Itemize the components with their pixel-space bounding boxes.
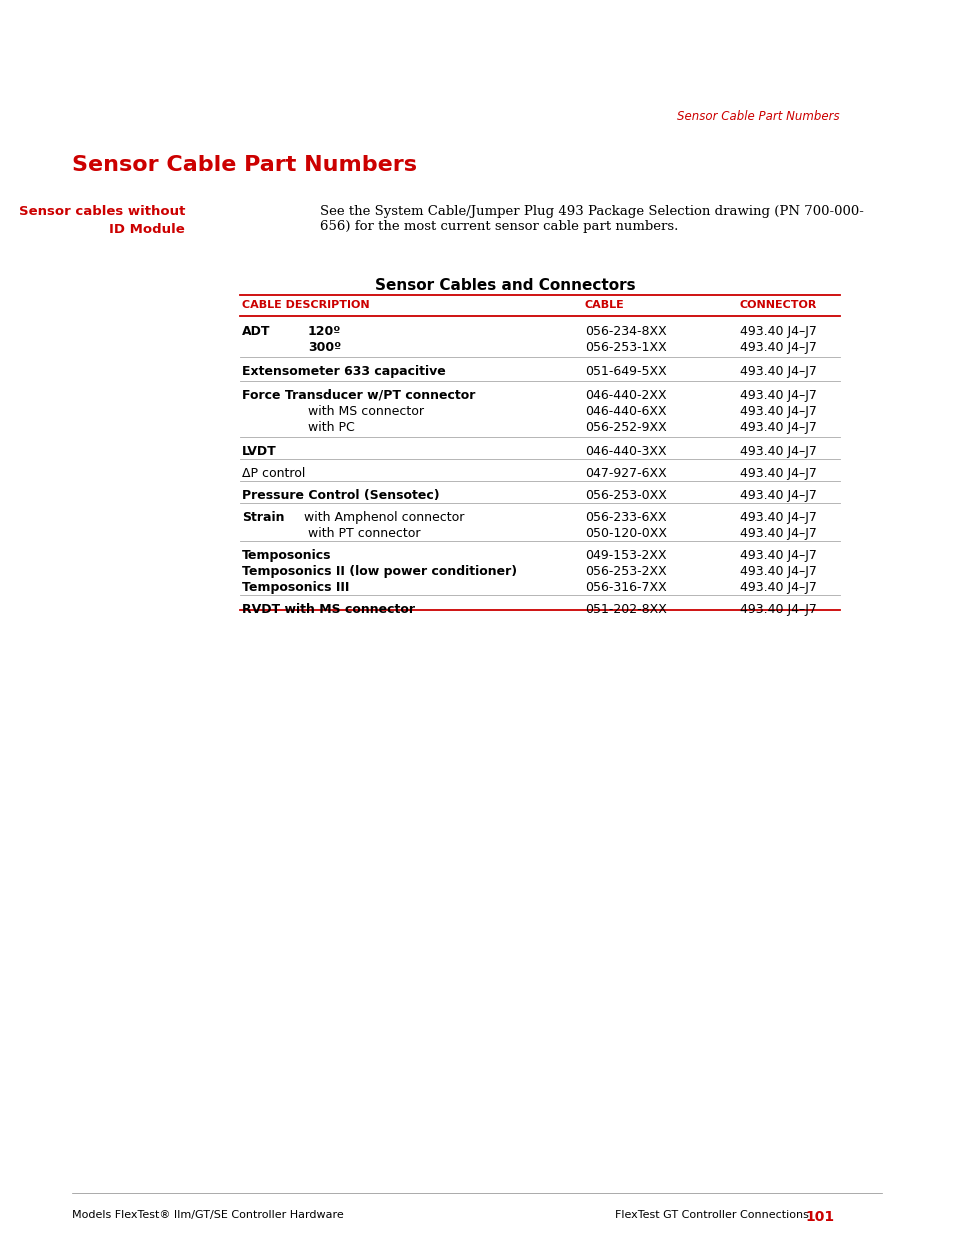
Text: 056-234-8XX: 056-234-8XX: [584, 325, 666, 338]
Text: 051-649-5XX: 051-649-5XX: [584, 366, 666, 378]
Text: ΔP control: ΔP control: [242, 467, 305, 480]
Text: 049-153-2XX: 049-153-2XX: [584, 550, 666, 562]
Text: 101: 101: [804, 1210, 833, 1224]
Text: 046-440-6XX: 046-440-6XX: [584, 405, 666, 417]
Text: 493.40 J4–J7: 493.40 J4–J7: [740, 527, 816, 540]
Text: 493.40 J4–J7: 493.40 J4–J7: [740, 489, 816, 501]
Text: Sensor cables without: Sensor cables without: [19, 205, 185, 219]
Text: Temposonics: Temposonics: [242, 550, 331, 562]
Text: 493.40 J4–J7: 493.40 J4–J7: [740, 421, 816, 433]
Text: CABLE DESCRIPTION: CABLE DESCRIPTION: [242, 300, 369, 310]
Text: 493.40 J4–J7: 493.40 J4–J7: [740, 405, 816, 417]
Text: 300º: 300º: [308, 341, 341, 354]
Text: 056-252-9XX: 056-252-9XX: [584, 421, 666, 433]
Text: 493.40 J4–J7: 493.40 J4–J7: [740, 341, 816, 354]
Text: Temposonics II (low power conditioner): Temposonics II (low power conditioner): [242, 564, 517, 578]
Text: 051-202-8XX: 051-202-8XX: [584, 603, 666, 616]
Text: 046-440-3XX: 046-440-3XX: [584, 445, 666, 458]
Text: ADT: ADT: [242, 325, 271, 338]
Text: LVDT: LVDT: [242, 445, 276, 458]
Text: ID Module: ID Module: [110, 224, 185, 236]
Text: 056-233-6XX: 056-233-6XX: [584, 511, 666, 524]
Text: Extensometer 633 capacitive: Extensometer 633 capacitive: [242, 366, 445, 378]
Text: 047-927-6XX: 047-927-6XX: [584, 467, 666, 480]
Text: 493.40 J4–J7: 493.40 J4–J7: [740, 445, 816, 458]
Text: CABLE: CABLE: [584, 300, 624, 310]
Text: 050-120-0XX: 050-120-0XX: [584, 527, 666, 540]
Text: RVDT with MS connector: RVDT with MS connector: [242, 603, 415, 616]
Text: 493.40 J4–J7: 493.40 J4–J7: [740, 603, 816, 616]
Text: 493.40 J4–J7: 493.40 J4–J7: [740, 467, 816, 480]
Text: 056-253-0XX: 056-253-0XX: [584, 489, 666, 501]
Text: FlexTest GT Controller Connections: FlexTest GT Controller Connections: [615, 1210, 808, 1220]
Text: 056-316-7XX: 056-316-7XX: [584, 580, 666, 594]
Text: Strain: Strain: [242, 511, 284, 524]
Text: 493.40 J4–J7: 493.40 J4–J7: [740, 366, 816, 378]
Text: Sensor Cable Part Numbers: Sensor Cable Part Numbers: [677, 110, 840, 124]
Text: 493.40 J4–J7: 493.40 J4–J7: [740, 389, 816, 403]
Text: 493.40 J4–J7: 493.40 J4–J7: [740, 511, 816, 524]
Text: Temposonics III: Temposonics III: [242, 580, 349, 594]
Text: 493.40 J4–J7: 493.40 J4–J7: [740, 564, 816, 578]
Text: 493.40 J4–J7: 493.40 J4–J7: [740, 580, 816, 594]
Text: 656) for the most current sensor cable part numbers.: 656) for the most current sensor cable p…: [319, 220, 678, 233]
Text: 046-440-2XX: 046-440-2XX: [584, 389, 666, 403]
Text: Sensor Cables and Connectors: Sensor Cables and Connectors: [375, 278, 635, 293]
Text: See the System Cable/Jumper Plug 493 Package Selection drawing (PN 700-000-: See the System Cable/Jumper Plug 493 Pac…: [319, 205, 863, 219]
Text: 120º: 120º: [308, 325, 341, 338]
Text: Force Transducer w/PT connector: Force Transducer w/PT connector: [242, 389, 475, 403]
Text: with PC: with PC: [308, 421, 355, 433]
Text: CONNECTOR: CONNECTOR: [740, 300, 817, 310]
Text: 056-253-1XX: 056-253-1XX: [584, 341, 666, 354]
Text: with Amphenol connector: with Amphenol connector: [304, 511, 464, 524]
Text: Models FlexTest® IIm/GT/SE Controller Hardware: Models FlexTest® IIm/GT/SE Controller Ha…: [71, 1210, 343, 1220]
Text: with PT connector: with PT connector: [308, 527, 420, 540]
Text: Pressure Control (Sensotec): Pressure Control (Sensotec): [242, 489, 439, 501]
Text: with MS connector: with MS connector: [308, 405, 423, 417]
Text: 056-253-2XX: 056-253-2XX: [584, 564, 666, 578]
Text: 493.40 J4–J7: 493.40 J4–J7: [740, 325, 816, 338]
Text: 493.40 J4–J7: 493.40 J4–J7: [740, 550, 816, 562]
Text: Sensor Cable Part Numbers: Sensor Cable Part Numbers: [71, 156, 416, 175]
